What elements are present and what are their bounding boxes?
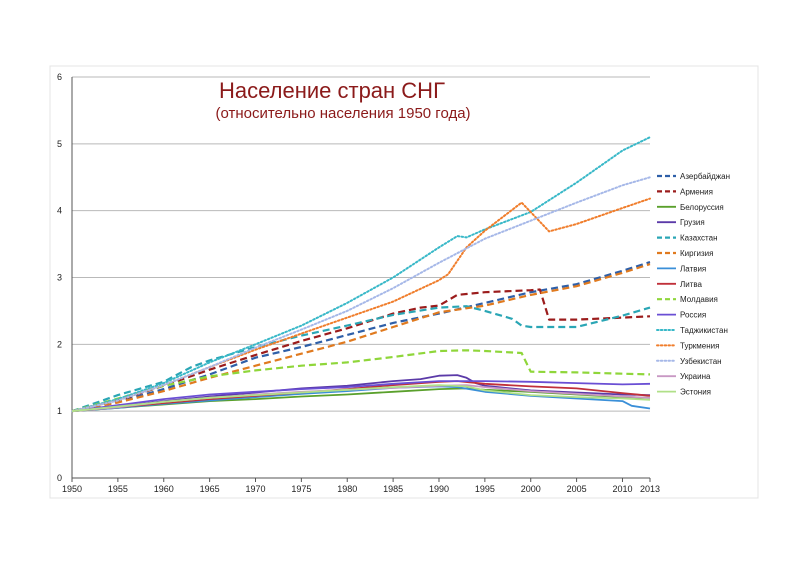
legend-label: Молдавия [680, 295, 718, 304]
y-tick-label: 3 [57, 273, 62, 283]
x-tick-label: 1985 [383, 484, 403, 494]
legend-label: Россия [680, 311, 706, 320]
legend-label: Узбекистан [680, 357, 722, 366]
series-lines [71, 136, 651, 413]
legend-label: Эстония [680, 388, 711, 397]
legend-label: Таджикистан [680, 326, 728, 335]
plot-frame [49, 65, 759, 499]
series-line [71, 263, 651, 413]
x-tick-label: 2000 [521, 484, 541, 494]
chart-title: Население стран СНГ [219, 78, 445, 103]
axes [71, 77, 651, 482]
x-tick-label: 1955 [108, 484, 128, 494]
x-tick-labels: 1950 1955 1960 1965 1970 1975 1980 1985 1990 1995… [62, 484, 660, 494]
series-line [71, 380, 651, 413]
x-tick-label: 2005 [567, 484, 587, 494]
legend-label: Украина [680, 372, 711, 381]
x-tick-label: 1995 [475, 484, 495, 494]
x-tick-label: 2010 [612, 484, 632, 494]
series-line [71, 288, 651, 413]
x-tick-label: 1980 [337, 484, 357, 494]
legend-label: Белоруссия [680, 203, 724, 212]
chart-subtitle: (относительно населения 1950 года) [215, 105, 470, 122]
legend-label: Латвия [680, 264, 706, 273]
y-tick-label: 0 [57, 473, 62, 483]
x-tick-label: 1965 [200, 484, 220, 494]
series-line [71, 136, 651, 413]
series-line [71, 305, 651, 413]
series-line [71, 176, 651, 413]
legend-label: Армения [680, 187, 713, 196]
gridlines [72, 76, 650, 412]
legend-label: Туркмения [680, 341, 719, 350]
legend-label: Грузия [680, 218, 705, 227]
legend: Азербайджан Армения Белоруссия Грузия Казахс… [656, 172, 730, 397]
legend-label: Литва [680, 280, 703, 289]
series-line [71, 261, 651, 413]
y-tick-label: 5 [57, 139, 62, 149]
legend-label: Казахстан [680, 234, 718, 243]
y-tick-label: 2 [57, 339, 62, 349]
series-line [71, 380, 651, 413]
x-tick-label: 1950 [62, 484, 82, 494]
x-tick-label: 2013 [640, 484, 660, 494]
y-tick-label: 1 [57, 406, 62, 416]
y-tick-label: 4 [57, 206, 62, 216]
legend-label: Киргизия [680, 249, 713, 258]
x-tick-label: 1975 [291, 484, 311, 494]
x-tick-label: 1990 [429, 484, 449, 494]
x-tick-label: 1960 [154, 484, 174, 494]
y-tick-label: 6 [57, 72, 62, 82]
legend-label: Азербайджан [680, 172, 730, 181]
series-line [71, 349, 651, 413]
y-tick-labels: 0 1 2 3 4 5 6 [57, 72, 62, 483]
x-tick-label: 1970 [245, 484, 265, 494]
series-line [71, 384, 651, 413]
